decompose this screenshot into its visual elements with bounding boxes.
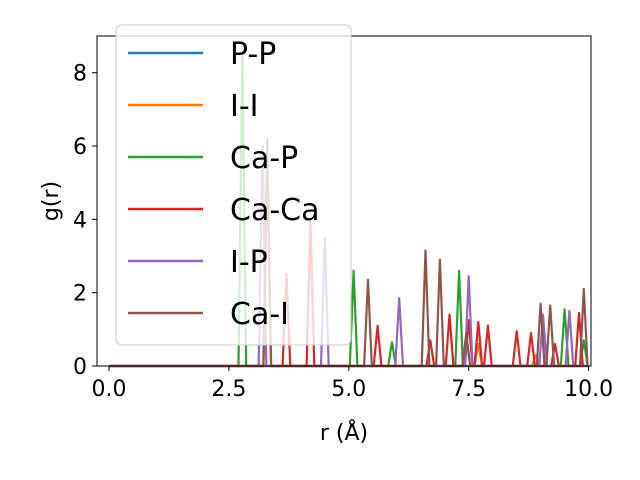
x-tick-label: 10.0 [564,377,613,402]
y-axis-label: g(r) [39,181,64,221]
y-tick-label: 2 [73,282,87,307]
x-tick-label: 5.0 [331,377,366,402]
y-tick-label: 4 [73,208,87,233]
x-tick-label: 2.5 [211,377,246,402]
legend-label: I-I [230,89,259,124]
legend-label: Ca-Ca [230,193,320,228]
x-tick-label: 0.0 [91,377,126,402]
x-tick-label: 7.5 [451,377,486,402]
legend-label: Ca-P [230,141,298,176]
x-axis-label: r (Å) [320,419,368,446]
y-tick-label: 0 [73,355,87,380]
y-tick-label: 8 [73,62,87,87]
y-tick-label: 6 [73,135,87,160]
legend-label: Ca-I [230,297,289,332]
legend: P-P I-I Ca-P Ca-Ca I-P Ca-I [115,24,352,346]
legend-label: I-P [230,245,268,280]
legend-label: P-P [230,37,276,72]
axes-layer: 0.0 2.5 5.0 7.5 10.0 0 2 4 6 8 [73,62,613,402]
